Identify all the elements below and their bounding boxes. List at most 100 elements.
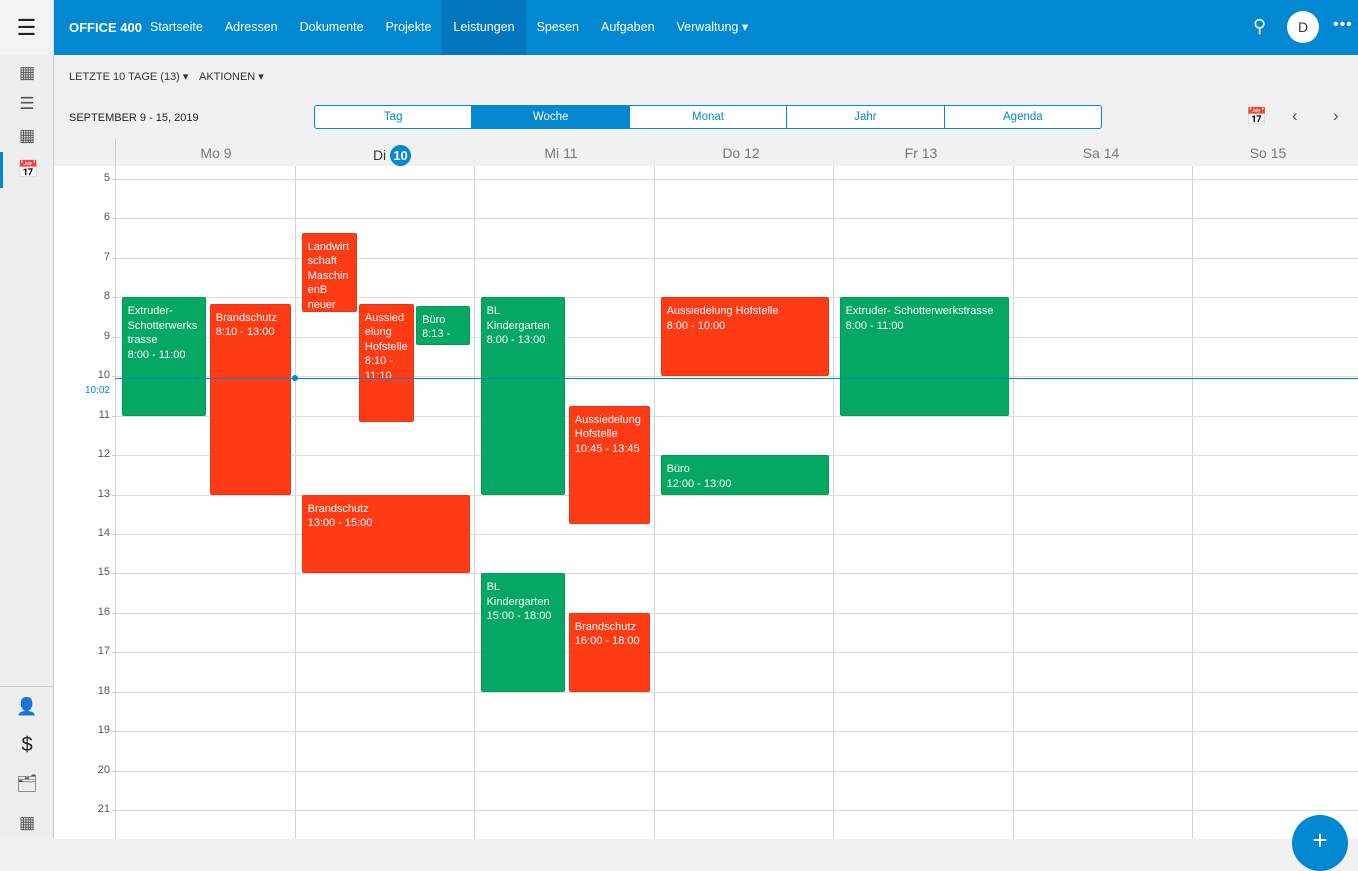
hour-tick — [112, 691, 116, 693]
hour-line — [115, 770, 1358, 772]
calendar-event[interactable]: Extruder- Schotterwerkstrasse 8:00 - 11:0… — [839, 297, 1009, 416]
nav-projekte[interactable]: Projekte — [385, 20, 432, 34]
tab-agenda[interactable]: Agenda — [1003, 111, 1043, 123]
hour-label: 16 — [97, 605, 110, 618]
hour-tick — [112, 336, 116, 338]
nav-spesen[interactable]: Spesen — [536, 20, 579, 34]
day-name: Fr — [904, 145, 918, 161]
tab-tag[interactable]: Tag — [315, 106, 473, 128]
day-name: Do — [722, 145, 741, 161]
event-time: 8:00 - 11:00 — [127, 348, 186, 361]
tab-jahr[interactable]: Jahr — [787, 106, 945, 128]
calendar-event[interactable]: Büro 8:13 - — [416, 305, 470, 346]
calendar-event[interactable]: Brandschutz 13:00 - 15:00 — [301, 494, 470, 574]
hour-label: 15 — [97, 566, 110, 579]
hour-label: 18 — [97, 684, 110, 697]
day-name: So — [1249, 145, 1267, 161]
chevron-left-icon[interactable]: ‹ — [1292, 106, 1298, 125]
event-title: Büro — [422, 313, 446, 326]
list-view-icon[interactable]: ☰ — [19, 94, 35, 113]
add-button[interactable]: + — [1292, 815, 1348, 871]
event-title: Brandschutz — [574, 620, 636, 633]
hour-label: 5 — [103, 172, 110, 184]
time-column-divider — [115, 166, 116, 839]
day-header-fr[interactable]: Fr 13 — [881, 145, 961, 161]
day-header-so[interactable]: So 15 — [1228, 145, 1308, 161]
event-time: 8:00 - 10:00 — [666, 319, 726, 332]
hour-tick — [112, 731, 116, 733]
day-header-do[interactable]: Do 12 — [701, 145, 781, 161]
hour-line — [115, 810, 1358, 812]
hour-label: 10 — [97, 369, 110, 382]
hour-line — [115, 573, 1358, 575]
calendar-today-icon[interactable]: 📅 — [1246, 107, 1268, 126]
filter-dropdown[interactable]: LETZTE 10 TAGE (13) ▾ — [69, 71, 189, 83]
more-icon[interactable]: ••• — [1333, 16, 1353, 33]
tab-monat[interactable]: Monat — [630, 106, 788, 128]
tiles-view-icon[interactable]: ▦ — [18, 126, 36, 145]
event-title: Extruder- Schotterwerkstrasse — [845, 305, 994, 318]
event-time: 8:00 - 13:00 — [486, 334, 546, 347]
calendar-event[interactable]: Büro 12:00 - 13:00 — [660, 455, 829, 495]
day-header-mo[interactable]: Mo 9 — [176, 145, 256, 161]
nav-verwaltung[interactable]: Verwaltung ▾ — [676, 20, 749, 34]
day-number: 11 — [563, 145, 578, 161]
nav-leistungen[interactable]: Leistungen — [442, 0, 526, 55]
hour-label: 12 — [97, 448, 110, 461]
brand-logo[interactable]: OFFICE 400 — [69, 20, 142, 35]
person-icon[interactable]: 👤 — [16, 697, 38, 716]
date-range: SEPTEMBER 9 - 15, 2019 — [69, 112, 199, 124]
search-icon[interactable]: ⚲ — [1253, 16, 1267, 36]
nav-startseite[interactable]: Startseite — [150, 20, 203, 34]
grid-view-icon[interactable]: ▦ — [18, 63, 36, 82]
day-header-mi[interactable]: Mi 11 — [521, 145, 601, 161]
hour-tick — [112, 218, 116, 220]
day-number: 12 — [744, 145, 760, 161]
event-time: 8:10 - 11:10 — [364, 355, 393, 382]
hour-label: 9 — [103, 329, 110, 342]
dollar-icon[interactable]: $ — [21, 733, 33, 756]
sidebar: ▦ ☰ ▦ 📅 👤 $ 🗂 ▦ — [0, 55, 54, 839]
day-column-divider — [1013, 166, 1014, 839]
tab-woche[interactable]: Woche — [472, 106, 630, 128]
nav-dokumente[interactable]: Dokumente — [299, 20, 364, 34]
hour-label: 17 — [97, 645, 110, 658]
hour-line — [115, 494, 1358, 496]
actions-dropdown[interactable]: AKTIONEN ▾ — [199, 71, 264, 83]
main-nav: Startseite Adressen Dokumente Projekte Leist… — [139, 0, 759, 55]
chevron-right-icon[interactable]: › — [1333, 106, 1339, 125]
hour-line — [115, 533, 1358, 535]
event-title: Aussiedelung Hofstelle — [364, 311, 408, 353]
hour-line — [115, 218, 1358, 220]
apps-icon[interactable]: ▦ — [18, 813, 36, 832]
hour-tick — [112, 810, 116, 812]
calendar-event[interactable]: Extruder- Schotterwerkstrasse 8:00 - 11:0… — [121, 297, 207, 416]
nav-aufgaben[interactable]: Aufgaben — [601, 20, 655, 34]
event-title: Aussiedelung Hofstelle — [666, 305, 779, 318]
calendar-event[interactable]: Aussiedelung Hofstelle 10:45 - 13:45 — [568, 405, 650, 525]
day-header-di[interactable]: Di 10 — [352, 145, 432, 166]
day-column-divider — [295, 166, 296, 839]
calendar-event[interactable]: BL Kindergarten 8:00 - 13:00 — [480, 297, 566, 495]
hour-line — [115, 612, 1358, 614]
calendar-event[interactable]: BL Kindergarten 15:00 - 18:00 — [480, 573, 566, 692]
hour-tick — [112, 652, 116, 654]
hamburger-menu-icon[interactable]: ☰ — [0, 0, 54, 55]
hour-line — [115, 731, 1358, 733]
calendar-event[interactable]: Landwirtschaft MaschinenB neuer Aufwand6… — [301, 232, 358, 312]
nav-adressen[interactable]: Adressen — [224, 20, 278, 34]
calendar-event[interactable]: Brandschutz 8:10 - 13:00 — [209, 303, 291, 495]
calendar-event[interactable]: Brandschutz 16:00 - 18:00 — [568, 612, 650, 692]
event-time: 16:00 - 18:00 — [574, 635, 640, 648]
day-name: Sa — [1082, 145, 1100, 161]
calendar-event[interactable]: Aussiedelung Hofstelle 8:00 - 10:00 — [660, 297, 829, 377]
avatar[interactable]: D — [1287, 11, 1319, 43]
day-column-divider — [654, 166, 655, 839]
contacts-folder-icon[interactable]: 🗂 — [16, 774, 38, 793]
day-number: 10 — [390, 145, 412, 166]
hour-line — [115, 257, 1358, 259]
calendar-event[interactable]: Aussiedelung Hofstelle 8:10 - 11:10 — [358, 303, 415, 423]
event-time: 8:13 - — [422, 328, 451, 341]
calendar-view-icon[interactable]: 📅 — [0, 152, 54, 188]
day-header-sa[interactable]: Sa 14 — [1061, 145, 1141, 161]
